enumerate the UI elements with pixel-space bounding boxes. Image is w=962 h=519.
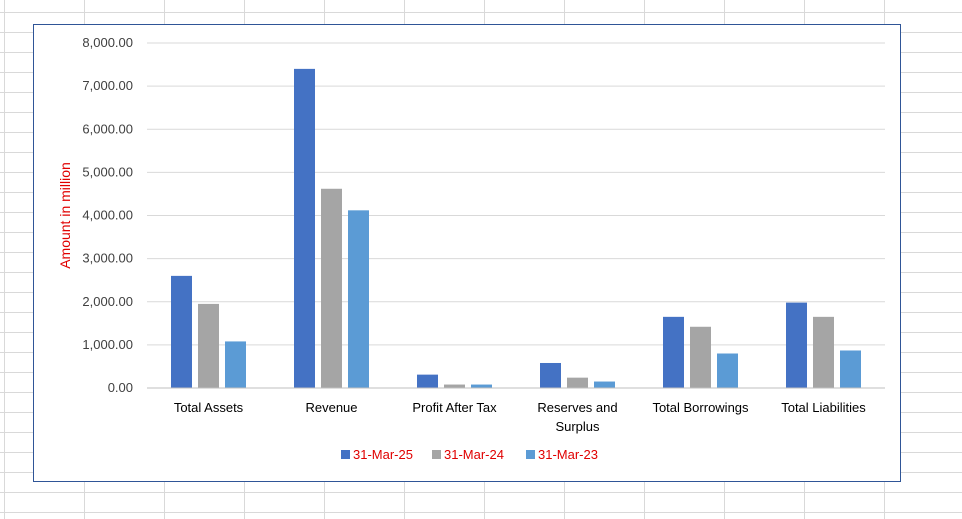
y-tick-label: 7,000.00 <box>82 78 133 93</box>
y-tick-label: 1,000.00 <box>82 337 133 352</box>
legend-swatch <box>432 450 441 459</box>
x-category-label: Reserves and <box>537 400 617 415</box>
chart-area: 0.00 1,000.00 2,000.00 3,000.00 4,000.00 5,00… <box>33 24 901 482</box>
bar <box>444 384 465 388</box>
bar <box>717 353 738 388</box>
y-tick-label: 0.00 <box>108 380 133 395</box>
bar-chart: 0.00 1,000.00 2,000.00 3,000.00 4,000.00 5,00… <box>57 35 885 462</box>
bar <box>198 303 219 388</box>
legend-swatch <box>526 450 535 459</box>
bar <box>225 341 246 388</box>
x-category-label: Total Assets <box>174 400 244 415</box>
bar <box>294 68 315 388</box>
x-category-label: Profit After Tax <box>412 400 497 415</box>
bar <box>690 326 711 388</box>
bar <box>567 377 588 388</box>
bar <box>348 210 369 388</box>
bar <box>171 275 192 388</box>
bar <box>417 374 438 388</box>
y-tick-label: 5,000.00 <box>82 164 133 179</box>
x-category-label: Total Liabilities <box>781 400 866 415</box>
y-tick-label: 2,000.00 <box>82 294 133 309</box>
bar <box>594 381 615 388</box>
legend-entry: 31-Mar-23 <box>538 447 598 462</box>
y-tick-label: 6,000.00 <box>82 121 133 136</box>
bar <box>663 316 684 388</box>
bar <box>813 316 834 388</box>
legend-swatch <box>341 450 350 459</box>
bar <box>321 188 342 388</box>
y-tick-label: 4,000.00 <box>82 208 133 223</box>
x-category-label: Total Borrowings <box>652 400 749 415</box>
x-category-label: Revenue <box>305 400 357 415</box>
legend-entry: 31-Mar-24 <box>444 447 504 462</box>
bar <box>786 302 807 388</box>
bar <box>471 384 492 388</box>
y-tick-label: 8,000.00 <box>82 35 133 50</box>
bar <box>840 350 861 388</box>
y-axis-label: Amount in million <box>57 162 73 269</box>
x-category-label: Surplus <box>555 419 600 434</box>
legend-entry: 31-Mar-25 <box>353 447 413 462</box>
y-tick-label: 3,000.00 <box>82 251 133 266</box>
bar <box>540 362 561 388</box>
